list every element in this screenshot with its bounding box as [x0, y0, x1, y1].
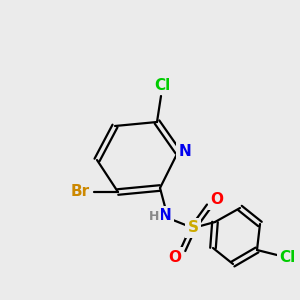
Text: O: O — [169, 250, 182, 265]
Text: Br: Br — [70, 184, 90, 200]
Text: Cl: Cl — [154, 77, 170, 92]
Text: Cl: Cl — [279, 250, 295, 266]
Text: H: H — [149, 209, 159, 223]
Text: N: N — [178, 145, 191, 160]
Text: O: O — [211, 193, 224, 208]
Text: S: S — [188, 220, 199, 236]
Text: N: N — [159, 208, 171, 224]
